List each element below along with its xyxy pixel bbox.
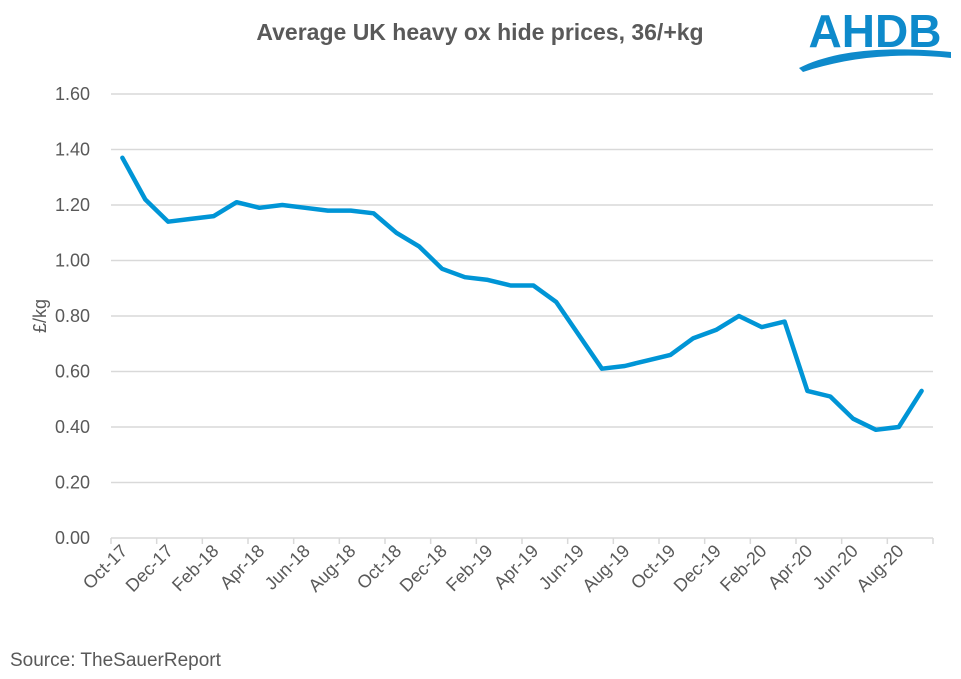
series-line [120, 155, 924, 433]
x-tick-label: Jun-19 [535, 541, 588, 594]
gridlines [111, 93, 933, 484]
chart-title: Average UK heavy ox hide prices, 36/+kg [256, 19, 703, 45]
x-tick-label: Dec-18 [396, 541, 451, 596]
x-axis-ticks: Oct-17Dec-17Feb-18Apr-18Jun-18Aug-18Oct-… [79, 541, 908, 596]
source-note: Source: TheSauerReport [10, 650, 221, 671]
logo-text: AHDB [809, 5, 942, 57]
y-tick-label: 1.00 [55, 251, 90, 271]
x-tick-label: Oct-18 [353, 541, 405, 593]
x-tick-label: Dec-17 [122, 541, 177, 596]
x-tick-label: Jun-20 [809, 541, 862, 594]
y-tick-label: 0.80 [55, 306, 90, 326]
series-group [120, 155, 924, 433]
x-axis [110, 537, 934, 544]
x-tick-label: Jun-18 [261, 541, 314, 594]
x-tick-label: Dec-19 [670, 541, 725, 596]
x-tick-label: Apr-20 [764, 541, 816, 593]
y-axis-ticks: 0.00 0.20 0.40 0.60 0.80 1.00 1.20 1.40 1.60 [55, 84, 90, 548]
x-tick-label: Feb-19 [442, 541, 496, 595]
y-tick-label: 1.20 [55, 195, 90, 215]
x-tick-label: Aug-19 [578, 541, 633, 596]
x-tick-label: Apr-18 [216, 541, 268, 593]
y-tick-label: 0.00 [55, 528, 90, 548]
x-tick-label: Feb-20 [716, 541, 770, 595]
y-tick-label: 0.60 [55, 362, 90, 382]
y-tick-label: 1.40 [55, 140, 90, 160]
y-tick-label: 0.40 [55, 417, 90, 437]
ahdb-logo: AHDB [799, 5, 951, 72]
x-tick-label: Apr-19 [490, 541, 542, 593]
x-tick-label: Oct-17 [79, 541, 131, 593]
y-tick-label: 0.20 [55, 473, 90, 493]
wave-icon [799, 49, 951, 72]
x-tick-label: Oct-19 [627, 541, 679, 593]
x-tick-label: Aug-18 [304, 541, 359, 596]
y-tick-label: 1.60 [55, 84, 90, 104]
x-tick-label: Aug-20 [852, 541, 907, 596]
x-tick-label: Feb-18 [168, 541, 222, 595]
y-axis-label: £/kg [30, 299, 50, 333]
